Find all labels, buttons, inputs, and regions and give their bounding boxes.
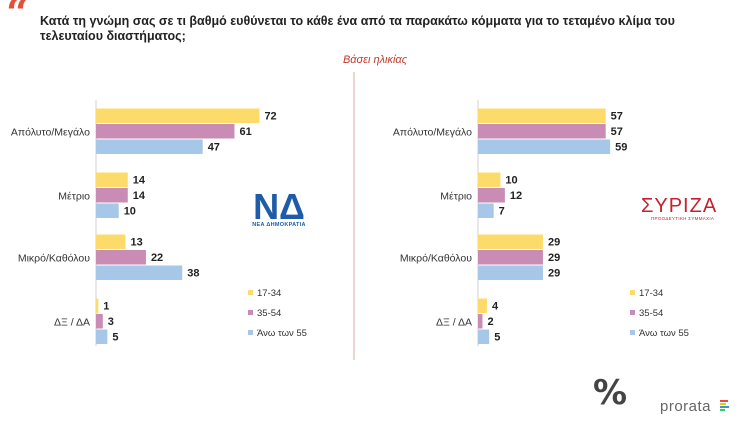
data-label: 72	[264, 111, 276, 123]
data-label: 29	[548, 237, 560, 249]
bar	[478, 329, 490, 344]
data-label: 3	[108, 316, 114, 328]
data-label: 10	[124, 206, 136, 218]
bar	[96, 188, 128, 203]
bar	[478, 108, 606, 123]
data-label: 29	[548, 268, 560, 280]
category-label: ΔΞ / ΔΑ	[436, 316, 472, 328]
bar	[96, 298, 99, 313]
bar	[96, 139, 203, 154]
bar	[478, 265, 543, 280]
category-label: Μέτριο	[58, 190, 90, 202]
data-label: 47	[208, 142, 220, 154]
bar	[478, 188, 505, 203]
bar	[478, 250, 543, 265]
data-label: 7	[499, 206, 505, 218]
legend-swatch	[630, 310, 635, 315]
bar	[96, 108, 260, 123]
bar	[478, 314, 483, 329]
quote-mark: “	[6, 0, 30, 37]
nd-logo-text: ΝΕΑ ΔΗΜΟΚΡΑΤΙΑ	[252, 222, 306, 228]
data-label: 5	[494, 332, 500, 344]
syriza-logo: ΣΥΡΙΖΑ ΠΡΟΟΔΕΥΤΙΚΗ ΣΥΜΜΑΧΙΑ	[641, 195, 717, 221]
legend-swatch	[630, 330, 635, 335]
category-label: Απόλυτο/Μεγάλο	[393, 126, 472, 138]
bar	[96, 329, 108, 344]
legend-label: 17-34	[257, 288, 281, 299]
bar	[96, 124, 235, 139]
subtitle-age: Βάσει ηλικίας	[342, 54, 408, 66]
chart-nd: Απόλυτο/Μεγάλο 72 61 47 Μέτριο 14 14 10 Μικρό/Κα…	[11, 100, 307, 346]
percent-logo-icon: %	[593, 373, 628, 413]
legend-label: Άνω των 55	[639, 328, 689, 339]
syriza-logo-subtext: ΠΡΟΟΔΕΥΤΙΚΗ ΣΥΜΜΑΧΙΑ	[651, 216, 714, 221]
legend-label: 17-34	[639, 288, 663, 299]
data-label: 57	[611, 126, 623, 138]
category-label: Απόλυτο/Μεγάλο	[11, 126, 90, 138]
prorata-logo: prorata	[660, 398, 712, 415]
data-label: 12	[510, 190, 522, 202]
bar	[96, 250, 146, 265]
syriza-logo-text: ΣΥΡΙΖΑ	[641, 195, 717, 217]
legend-label: 35-54	[257, 308, 281, 319]
data-label: 4	[492, 301, 499, 313]
nd-logo: ΝΔ ΝΕΑ ΔΗΜΟΚΡΑΤΙΑ	[252, 186, 306, 228]
bar	[478, 124, 606, 139]
bar	[478, 298, 487, 313]
legend-label: 35-54	[639, 308, 663, 319]
nd-logo-letters: ΝΔ	[253, 186, 305, 227]
category-label: Μέτριο	[440, 190, 472, 202]
data-label: 10	[505, 175, 517, 187]
legend-swatch	[248, 310, 253, 315]
data-label: 22	[151, 252, 163, 264]
bar	[96, 203, 119, 218]
data-label: 57	[611, 111, 623, 123]
data-label: 13	[131, 237, 143, 249]
data-label: 1	[103, 301, 109, 313]
bar	[478, 203, 494, 218]
category-label: Μικρό/Καθόλου	[18, 252, 90, 264]
data-label: 29	[548, 252, 560, 264]
legend-swatch	[630, 290, 635, 295]
data-label: 5	[112, 332, 118, 344]
question-title: Κατά τη γνώμη σας σε τι βαθμό ευθύνεται …	[40, 14, 675, 43]
data-label: 59	[615, 142, 627, 154]
legend-swatch	[248, 330, 253, 335]
data-label: 61	[239, 126, 251, 138]
bar	[96, 172, 128, 187]
data-label: 14	[133, 175, 146, 187]
bar	[96, 234, 126, 249]
chart-syriza: Απόλυτο/Μεγάλο 57 57 59 Μέτριο 10 12 7 Μικρό/Καθ…	[393, 100, 689, 346]
category-label: ΔΞ / ΔΑ	[54, 316, 90, 328]
legend-label: Άνω των 55	[257, 328, 307, 339]
category-label: Μικρό/Καθόλου	[400, 252, 472, 264]
legend-swatch	[248, 290, 253, 295]
data-label: 14	[133, 190, 146, 202]
bar	[478, 139, 611, 154]
data-label: 2	[487, 316, 493, 328]
data-label: 38	[187, 268, 199, 280]
prorata-bars-icon	[720, 400, 730, 412]
bar	[478, 234, 543, 249]
bar	[478, 172, 501, 187]
bar	[96, 265, 183, 280]
bar	[96, 314, 103, 329]
